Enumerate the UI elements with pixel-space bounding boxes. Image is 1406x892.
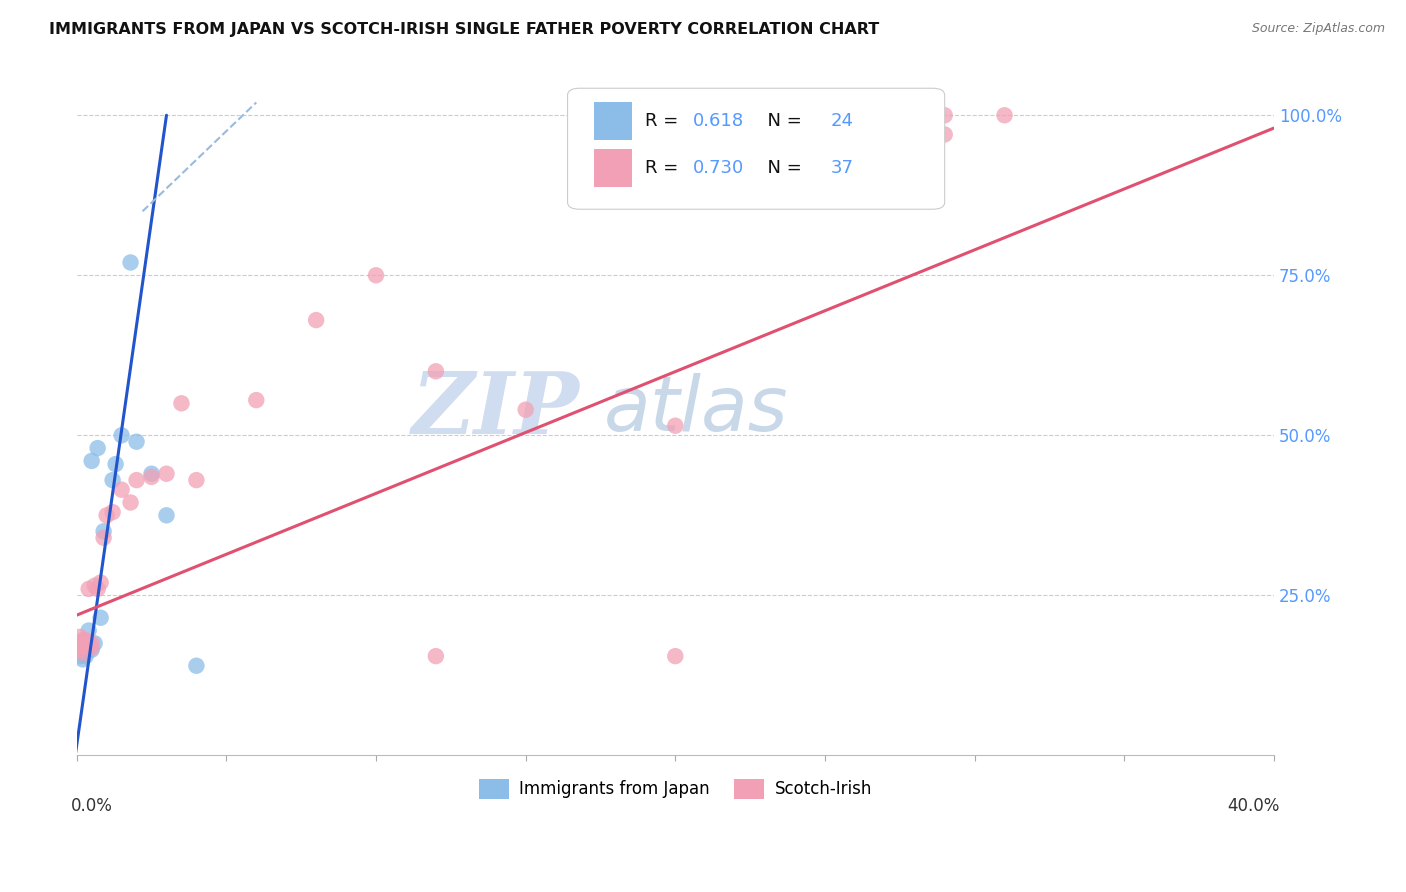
Point [245,393,267,408]
Point [69,642,91,657]
Point [120,495,142,509]
Point [515,402,537,417]
Point [155,508,177,523]
Text: IMMIGRANTS FROM JAPAN VS SCOTCH-IRISH SINGLE FATHER POVERTY CORRELATION CHART: IMMIGRANTS FROM JAPAN VS SCOTCH-IRISH SI… [49,22,880,37]
Text: 0.618: 0.618 [693,112,744,130]
Point [80,636,103,650]
Point [120,255,142,269]
Point [83,579,105,593]
Point [72,640,94,654]
Point [104,457,127,471]
Point [305,313,328,327]
Point [425,649,447,664]
Point [93,531,115,545]
Point [125,473,148,487]
Point [101,473,124,487]
Point [72,652,94,666]
Point [110,428,132,442]
Text: 37: 37 [831,159,853,178]
Point [993,108,1015,122]
Point [69,636,91,650]
Point [186,473,208,487]
Point [77,636,100,650]
Text: R =: R = [645,159,685,178]
Point [69,630,91,644]
Point [364,268,387,283]
Point [69,642,91,657]
Legend: Immigrants from Japan, Scotch-Irish: Immigrants from Japan, Scotch-Irish [472,772,879,805]
Point [93,524,115,539]
Point [80,642,103,657]
Text: atlas: atlas [603,373,787,447]
Point [80,454,103,468]
FancyBboxPatch shape [593,102,633,140]
Point [664,649,686,664]
Point [75,649,97,664]
Point [125,434,148,449]
Point [96,508,118,523]
Point [90,575,112,590]
Point [141,467,163,481]
Point [69,636,91,650]
Point [86,582,108,596]
Text: N =: N = [755,112,807,130]
Point [77,642,100,657]
Point [814,128,837,142]
Point [90,611,112,625]
Point [110,483,132,497]
Point [72,640,94,654]
Point [186,658,208,673]
Point [141,470,163,484]
Text: 0.0%: 0.0% [70,797,112,814]
Point [75,633,97,648]
Text: R =: R = [645,112,685,130]
Point [86,441,108,455]
Point [72,646,94,660]
Point [934,128,956,142]
FancyBboxPatch shape [568,88,945,210]
Point [101,505,124,519]
Text: ZIP: ZIP [412,368,579,451]
Point [77,624,100,638]
Point [77,582,100,596]
FancyBboxPatch shape [593,149,633,187]
Point [934,108,956,122]
Text: 24: 24 [831,112,853,130]
Point [75,640,97,655]
Point [155,467,177,481]
Text: N =: N = [755,159,807,178]
Text: Source: ZipAtlas.com: Source: ZipAtlas.com [1251,22,1385,36]
Point [83,636,105,650]
Text: 40.0%: 40.0% [1227,797,1279,814]
Point [425,364,447,378]
Text: 0.730: 0.730 [693,159,745,178]
Point [170,396,193,410]
Point [664,418,686,433]
Point [80,640,103,655]
Point [72,633,94,648]
Point [75,640,97,654]
Point [72,646,94,660]
Point [69,649,91,664]
